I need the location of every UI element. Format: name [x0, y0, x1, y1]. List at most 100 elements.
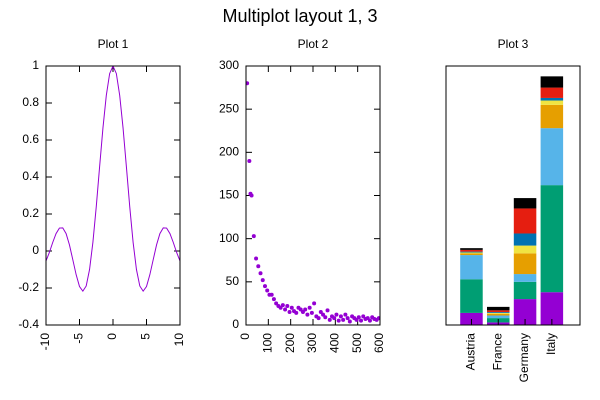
y-tick-label: 0 — [232, 317, 239, 331]
bar-segment — [460, 248, 483, 250]
point — [287, 310, 292, 315]
bar-segment — [513, 208, 537, 234]
bar-segment — [460, 312, 483, 325]
point — [309, 310, 314, 315]
point — [298, 307, 303, 312]
point — [256, 264, 261, 269]
x-tick-label: -10 — [38, 333, 52, 351]
x-tick-label: Austria — [464, 333, 478, 371]
point — [312, 301, 317, 306]
bar-segment — [540, 128, 564, 186]
y-tick-label: 1 — [32, 58, 39, 72]
y-tick-label: -0.4 — [18, 317, 39, 331]
bar-segment — [487, 312, 510, 313]
point — [271, 297, 276, 302]
bar-segment — [460, 251, 483, 253]
bar-segment — [460, 249, 483, 252]
y-tick-label: 0.8 — [22, 95, 39, 109]
point — [274, 301, 279, 306]
point — [356, 315, 361, 320]
y-tick-label: 300 — [219, 58, 239, 72]
bar-segment — [513, 198, 537, 209]
bar-segment — [513, 233, 537, 246]
x-tick-label: France — [490, 333, 504, 371]
point — [359, 318, 364, 323]
y-tick-label: 250 — [219, 101, 239, 115]
point — [354, 317, 359, 322]
point — [269, 292, 274, 297]
point — [294, 310, 299, 315]
x-tick-label: 100 — [261, 333, 275, 353]
point — [323, 315, 328, 320]
point — [265, 288, 270, 293]
x-tick-label: Italy — [544, 333, 558, 355]
point — [258, 271, 263, 276]
point — [336, 318, 341, 323]
plot-title: Plot 2 — [298, 37, 329, 51]
point — [249, 193, 254, 198]
y-tick-label: 0.2 — [22, 206, 39, 220]
x-tick-label: 500 — [350, 333, 364, 353]
point — [260, 278, 265, 283]
point — [365, 316, 370, 321]
point — [361, 314, 366, 319]
y-tick-label: 200 — [219, 145, 239, 159]
plot-area — [460, 76, 564, 325]
bar-segment — [460, 255, 483, 280]
point — [289, 305, 294, 310]
point — [303, 307, 308, 312]
point — [300, 310, 305, 315]
bar-segment — [487, 312, 510, 314]
bar-segment — [513, 274, 537, 282]
x-tick-label: 600 — [372, 333, 386, 353]
point — [334, 312, 339, 317]
y-tick-label: -0.2 — [18, 280, 39, 294]
point — [318, 310, 323, 315]
y-tick-label: 0.6 — [22, 132, 39, 146]
bar-segment — [487, 315, 510, 319]
bar-segment — [460, 253, 483, 256]
figure-title: Multiplot layout 1, 3 — [222, 6, 377, 26]
bar-segment — [460, 252, 483, 254]
point — [247, 158, 252, 163]
point — [345, 316, 350, 321]
bar-segment — [487, 306, 510, 311]
x-tick-label: 5 — [139, 333, 153, 340]
bar-segment — [540, 100, 564, 105]
x-tick-label: Germany — [517, 333, 531, 382]
point — [283, 307, 288, 312]
point — [305, 312, 310, 317]
x-tick-label: 10 — [172, 333, 186, 347]
point — [280, 303, 285, 308]
point — [285, 304, 290, 309]
point — [251, 234, 256, 239]
point — [341, 317, 346, 322]
bar-segment — [540, 87, 564, 98]
plot-border — [245, 65, 381, 326]
bar-segment — [540, 104, 564, 129]
x-tick-label: 200 — [283, 333, 297, 353]
x-tick-label: -5 — [72, 333, 86, 344]
bar-segment — [513, 281, 537, 300]
point — [332, 316, 337, 321]
y-tick-label: 50 — [226, 274, 240, 288]
x-tick-label: 300 — [305, 333, 319, 353]
bar-segment — [487, 310, 510, 313]
bar-segment — [513, 299, 537, 325]
plot-title: Plot 1 — [98, 37, 129, 51]
point — [327, 317, 332, 322]
point — [338, 314, 343, 319]
y-tick-label: 100 — [219, 231, 239, 245]
plot-border — [45, 65, 181, 326]
y-tick-label: 0.4 — [22, 169, 39, 183]
y-tick-label: 0 — [32, 243, 39, 257]
bar-segment — [540, 76, 564, 88]
point — [376, 316, 380, 321]
plot-title: Plot 3 — [498, 37, 529, 51]
bar-segment — [540, 185, 564, 293]
x-tick-label: 400 — [328, 333, 342, 353]
bar-segment — [540, 97, 564, 101]
point — [254, 256, 259, 261]
x-tick-label: 0 — [238, 333, 252, 340]
bar-segment — [513, 253, 537, 275]
